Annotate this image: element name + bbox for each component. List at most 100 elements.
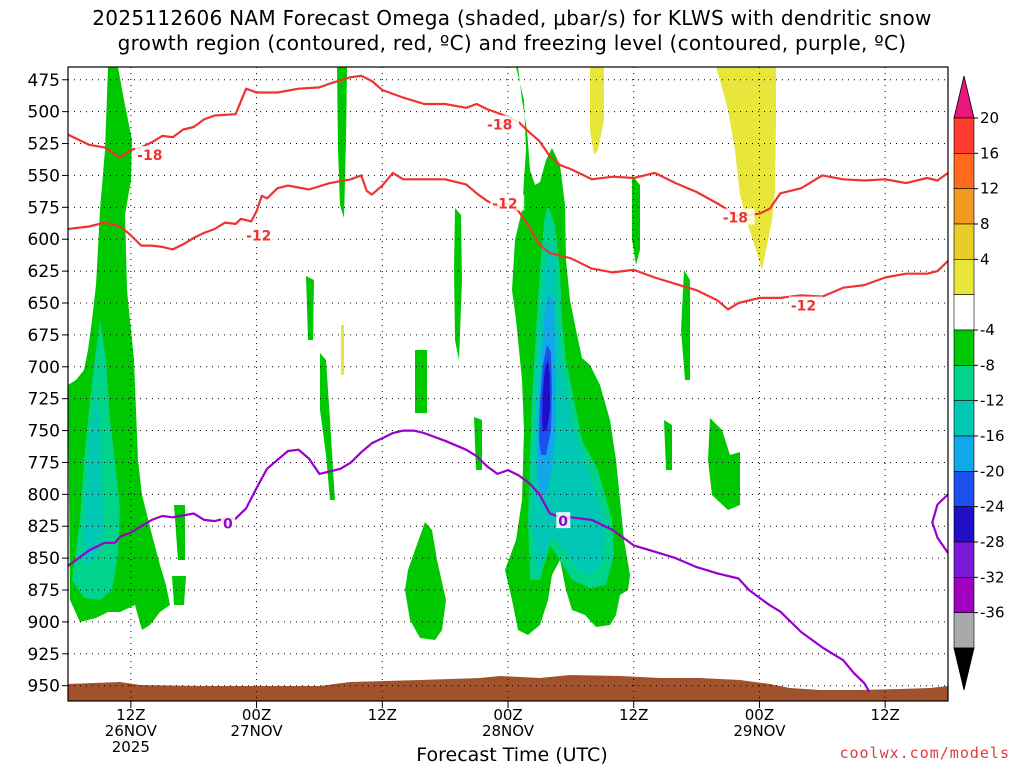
y-tick-label-950: 950 <box>28 677 60 697</box>
contour-line-1 <box>68 171 948 311</box>
chart-title-line2: growth region (contoured, red, ºC) and f… <box>117 31 907 55</box>
omega-area-south-blob <box>405 522 446 640</box>
colorbar-bottom-arrow <box>953 647 975 691</box>
y-tick-label-875: 875 <box>28 581 60 601</box>
x-tick-label-24-0: 00Z <box>242 706 271 724</box>
y-tick-label-475: 475 <box>28 71 60 91</box>
x-tick-label-12-2: 2025 <box>112 738 150 756</box>
colorbar-top-arrow <box>953 75 975 119</box>
colorbar-label-9: -20 <box>980 462 1005 480</box>
y-tick-label-750: 750 <box>28 422 60 442</box>
omega-area-west-small2 <box>172 576 186 605</box>
colorbar-segment-13 <box>953 577 975 613</box>
colorbar-segment-8 <box>953 400 975 437</box>
y-tick-label-650: 650 <box>28 294 60 314</box>
contour-label-5: -12 <box>791 299 816 315</box>
y-axis: 475 500 525 550 575 600 625 650 675 700 725 750 775 8… <box>28 71 68 697</box>
y-tick-label-600: 600 <box>28 230 60 250</box>
contour-labels: -18 -18 -18 -12 -12 -12 0 0 <box>135 115 823 533</box>
omega-area-ascent-north <box>590 67 604 155</box>
omega-area-ascent-northeast <box>716 67 776 270</box>
colorbar-segment-2 <box>953 188 975 225</box>
omega-area-c <box>415 350 427 413</box>
contour-label-bg-6 <box>221 514 236 531</box>
x-tick-label-48-0: 00Z <box>493 706 522 724</box>
contour-label-bg-7 <box>556 512 571 529</box>
colorbar-label-12: -32 <box>980 568 1005 586</box>
y-tick-label-500: 500 <box>28 103 60 123</box>
chart-gridlines <box>68 67 948 701</box>
x-tick-label-48-1: 28NOV <box>482 722 535 740</box>
colorbar-label-10: -24 <box>980 498 1005 516</box>
omega-area-ascent-tiny <box>341 325 344 375</box>
colorbar-segment-0 <box>953 117 975 154</box>
omega-area-vert-b <box>320 353 335 500</box>
colorbar-segment-11 <box>953 506 975 543</box>
x-tick-label-84-0: 12Z <box>870 706 899 724</box>
y-tick-label-625: 625 <box>28 262 60 282</box>
omega-area-central-max <box>542 360 550 432</box>
x-axis-title: Forecast Time (UTC) <box>416 744 608 766</box>
contour-line-3 <box>931 493 948 554</box>
colorbar-label-4: 4 <box>980 250 990 268</box>
colorbar-label-8: -16 <box>980 427 1005 445</box>
contour-label-bg-4 <box>490 194 525 211</box>
y-tick-label-850: 850 <box>28 549 60 569</box>
y-tick-label-925: 925 <box>28 645 60 665</box>
colorbar-segment-1 <box>953 153 975 189</box>
colorbar-segment-10 <box>953 471 975 507</box>
plot-frame <box>67 66 949 702</box>
y-tick-label-825: 825 <box>28 517 60 537</box>
colorbar-label-13: -36 <box>980 604 1005 622</box>
colorbar-segment-6 <box>953 329 975 366</box>
colorbar-segment-7 <box>953 365 975 401</box>
colorbar-segment-4 <box>953 259 975 295</box>
y-tick-label-575: 575 <box>28 198 60 218</box>
omega-area-i <box>708 418 740 510</box>
contour-label-bg-5 <box>788 296 823 313</box>
contour-line-0 <box>68 74 948 218</box>
colorbar-segment-5 <box>953 294 975 331</box>
colorbar-label-2: 12 <box>980 180 999 198</box>
colorbar: 20 16 12 8 4 -4 -8 -12 -16 -20 -24 -28 -32 -36 <box>953 75 1005 691</box>
omega-area-e <box>474 417 482 470</box>
contour-label-7: 0 <box>558 514 568 530</box>
omega-area-g <box>681 270 690 380</box>
contour-label-bg-1 <box>485 115 520 132</box>
colorbar-label-6: -8 <box>980 356 995 374</box>
y-tick-label-700: 700 <box>28 358 60 378</box>
colorbar-label-1: 16 <box>980 144 999 162</box>
contour-label-1: -18 <box>487 117 512 133</box>
y-tick-label-525: 525 <box>28 135 60 155</box>
x-tick-label-24-1: 27NOV <box>231 722 284 740</box>
y-tick-label-800: 800 <box>28 485 60 505</box>
colorbar-label-7: -12 <box>980 392 1005 410</box>
chart-title-line1: 2025112606 NAM Forecast Omega (shaded, μ… <box>92 6 932 30</box>
site-credit: coolwx.com/models <box>839 744 1010 762</box>
contour-label-0: -18 <box>137 148 162 164</box>
omega-shading <box>68 67 948 701</box>
colorbar-label-5: -4 <box>980 321 995 339</box>
omega-area-small-a <box>306 276 314 340</box>
colorbar-segment-3 <box>953 223 975 260</box>
contour-label-2: -18 <box>723 211 748 227</box>
terrain-surface <box>68 675 948 701</box>
contour-label-bg-0 <box>135 146 170 163</box>
y-tick-label-550: 550 <box>28 166 60 186</box>
y-tick-label-725: 725 <box>28 390 60 410</box>
omega-area-north-strip <box>337 67 347 218</box>
y-tick-label-900: 900 <box>28 613 60 633</box>
colorbar-segment-14 <box>953 612 975 649</box>
colorbar-segment-9 <box>953 435 975 472</box>
x-tick-label-72-0: 00Z <box>745 706 774 724</box>
colorbar-label-3: 8 <box>980 215 990 233</box>
omega-area-f <box>632 175 640 265</box>
omega-area-h <box>664 420 672 470</box>
contour-label-bg-3 <box>244 226 279 243</box>
colorbar-label-11: -28 <box>980 533 1005 551</box>
contour-label-bg-2 <box>720 208 755 225</box>
omega-area-d <box>454 208 462 360</box>
x-tick-label-36-0: 12Z <box>368 706 397 724</box>
y-tick-label-775: 775 <box>28 453 60 473</box>
